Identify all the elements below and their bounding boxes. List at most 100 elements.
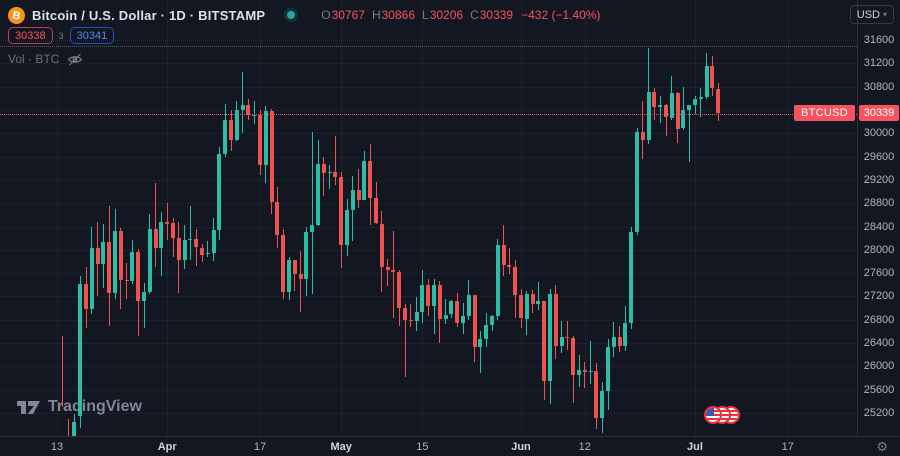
current-price-line	[0, 113, 857, 115]
h-gridline	[0, 226, 857, 228]
gear-icon[interactable]: ⚙	[876, 439, 888, 454]
candle-body	[652, 92, 657, 107]
price-tick-label: 25600	[863, 383, 895, 396]
candle-wick	[143, 283, 145, 328]
time-axis[interactable]: ⚙ 13 Apr 17 May 15 Jun 12 Jul 17	[0, 436, 900, 456]
candle-body	[89, 248, 94, 310]
low-value: 30206	[429, 8, 464, 22]
candle-body	[559, 337, 564, 347]
candle-body	[484, 325, 489, 339]
candle-wick	[688, 104, 690, 162]
tradingview-watermark[interactable]: TradingView	[16, 398, 142, 416]
candle-body	[205, 252, 210, 255]
time-axis-label: 12	[578, 441, 591, 453]
candle-wick	[62, 335, 64, 408]
candle-body	[182, 239, 187, 261]
economic-events-marker-icon[interactable]	[704, 406, 744, 426]
candle-wick	[682, 86, 684, 131]
candle-body	[582, 370, 587, 373]
candle-wick	[242, 72, 244, 134]
candle-body	[461, 316, 465, 323]
candle-body	[675, 93, 680, 129]
price-axis[interactable]: 30339 3160031200308003040030000296002920…	[857, 0, 900, 436]
candle-body	[200, 247, 204, 255]
chart-canvas[interactable]: BTCUSD TradingView	[0, 0, 857, 436]
candle-body	[258, 114, 262, 166]
candle-body	[501, 245, 506, 265]
candle-wick	[189, 206, 191, 260]
candle-wick	[155, 182, 157, 268]
h-gridline	[0, 273, 857, 275]
candle-wick	[166, 203, 168, 240]
candle-body	[530, 293, 535, 304]
v-gridline	[695, 0, 696, 436]
candle-body	[356, 189, 361, 201]
candle-body	[362, 160, 367, 201]
candle-body	[443, 314, 448, 319]
h-gridline	[0, 40, 857, 41]
candle-body	[130, 251, 135, 282]
candle-body	[478, 339, 483, 348]
candle-body	[281, 235, 286, 293]
current-price-tag: 30339	[859, 104, 899, 121]
volume-label[interactable]: Vol · BTC	[8, 52, 60, 66]
candle-body	[716, 88, 721, 114]
candle-body	[147, 229, 152, 293]
candle-body	[165, 222, 170, 224]
currency-unit-button[interactable]: USD ▾	[849, 5, 894, 24]
symbol-title[interactable]: Bitcoin / U.S. Dollar · 1D · BITSTAMP	[32, 7, 266, 23]
sell-button[interactable]: 30338	[8, 27, 53, 44]
chevron-down-icon: ▾	[882, 10, 887, 19]
close-value: 30339	[479, 8, 514, 22]
eye-hidden-icon[interactable]	[67, 53, 83, 66]
candle-body	[565, 337, 570, 339]
candle-body	[548, 294, 552, 381]
time-axis-label: May	[330, 441, 352, 453]
price-tick-label: 25200	[863, 407, 895, 419]
buy-button[interactable]: 30341	[69, 27, 115, 44]
bid-ask-row: 30338 3 30341	[8, 27, 115, 44]
candle-body	[316, 163, 320, 225]
candle-body	[687, 105, 692, 110]
time-axis-label: Jul	[687, 441, 703, 453]
candle-body	[426, 284, 431, 307]
candle-wick	[590, 341, 592, 384]
candle-wick	[207, 240, 209, 257]
h-gridline	[0, 343, 857, 344]
candle-body	[449, 301, 454, 315]
price-tick-label: 27600	[863, 267, 895, 280]
candle-body	[223, 119, 228, 154]
currency-label: USD	[856, 8, 880, 21]
candle-wick	[479, 331, 481, 374]
candle-body	[176, 238, 181, 261]
h-gridline	[0, 389, 857, 391]
candle-body	[234, 109, 239, 140]
high-dotted-line	[0, 46, 857, 48]
candle-wick	[311, 131, 313, 294]
candle-body	[252, 114, 257, 116]
candle-body	[194, 239, 199, 248]
candle-body	[124, 280, 129, 282]
candle-body	[350, 189, 355, 211]
bitcoin-logo-icon: B	[6, 4, 27, 26]
candle-body	[617, 336, 622, 347]
candle-body	[211, 230, 216, 253]
price-tick-label: 31600	[863, 34, 895, 46]
candle-body	[669, 93, 674, 118]
market-open-status-icon[interactable]	[287, 11, 296, 19]
h-gridline	[0, 366, 857, 368]
change-value: −432 (−1.40%)	[521, 8, 601, 22]
candle-body	[658, 105, 663, 107]
candle-body	[693, 98, 697, 106]
time-axis-label: 17	[253, 441, 267, 453]
candle-body	[292, 260, 297, 274]
price-line-symbol-label[interactable]: BTCUSD	[793, 104, 855, 121]
candle-wick	[659, 95, 661, 123]
candle-body	[287, 260, 291, 293]
candle-body	[524, 293, 529, 319]
candle-wick	[68, 418, 70, 436]
candle-body	[385, 267, 390, 270]
candle-wick	[566, 320, 568, 350]
candle-wick	[195, 228, 197, 267]
candle-body	[78, 283, 83, 416]
